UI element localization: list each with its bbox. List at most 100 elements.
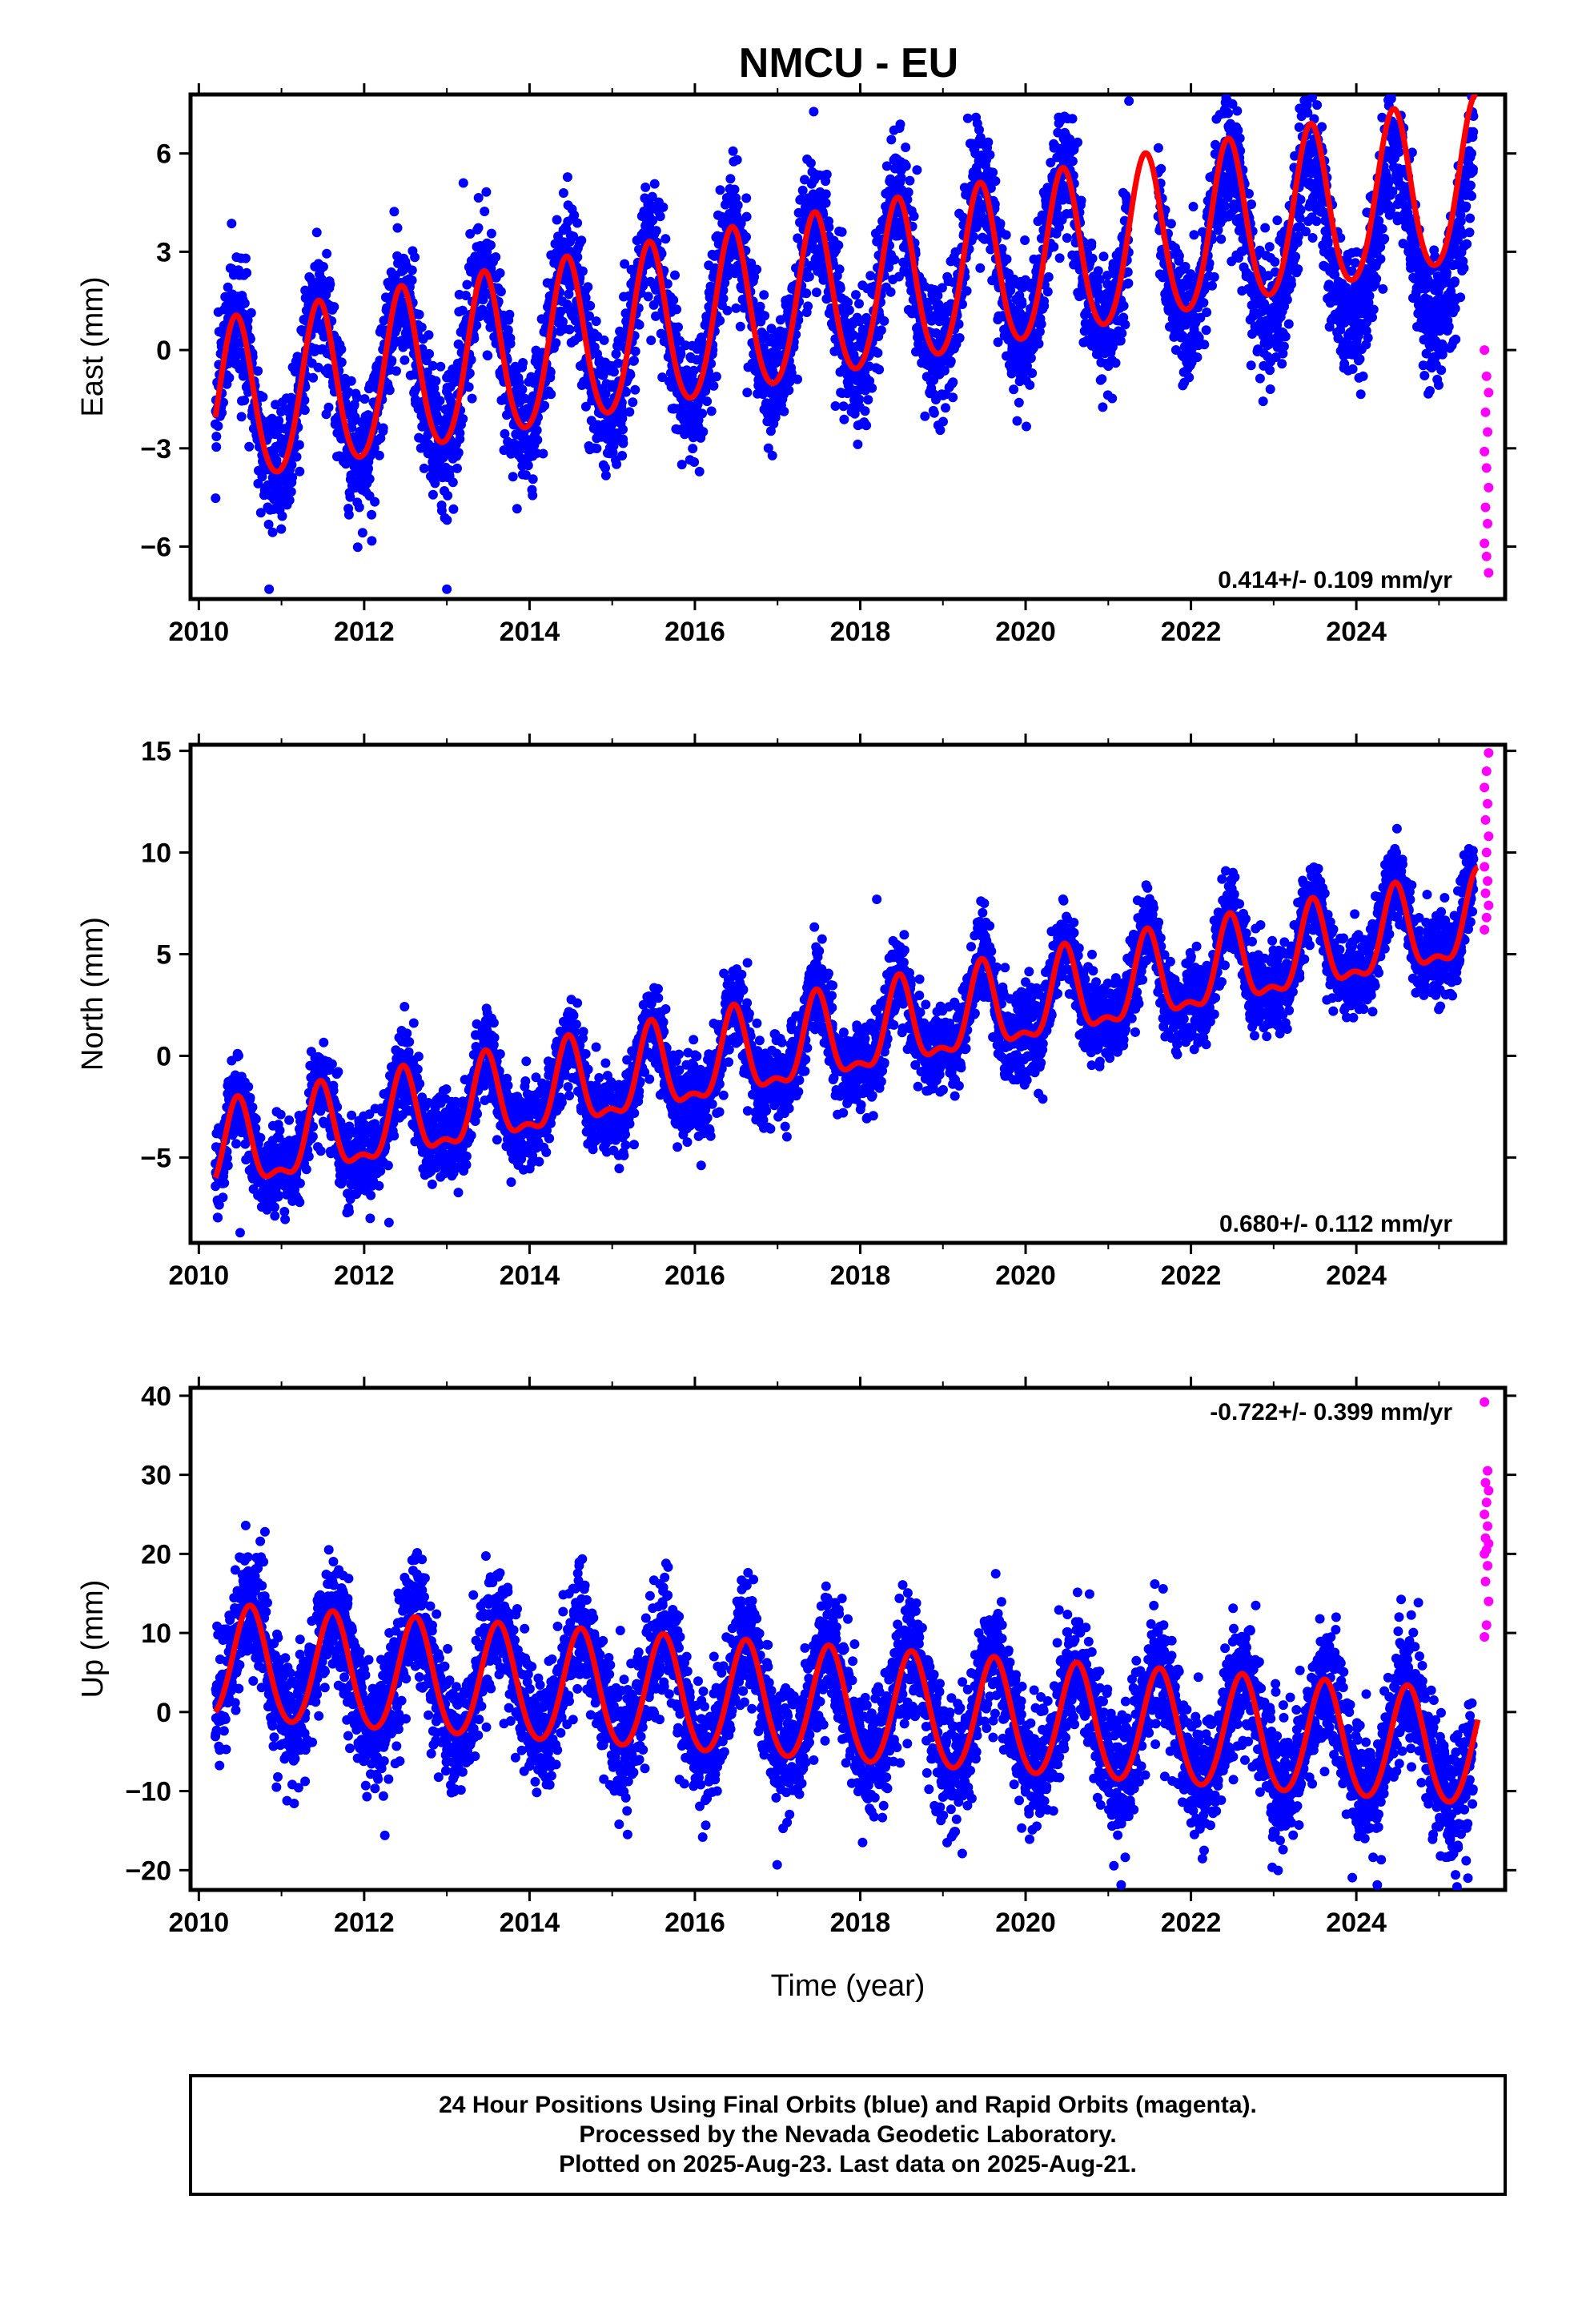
east-data-point: [676, 349, 686, 360]
east-data-point: [1042, 287, 1053, 297]
east-data-point: [1093, 266, 1103, 276]
east-data-point: [901, 161, 911, 171]
east-data-point: [767, 450, 777, 460]
east-data-point: [1311, 216, 1322, 227]
east-data-point: [512, 504, 522, 514]
east-data-point: [495, 268, 505, 278]
east-data-point: [1235, 133, 1245, 143]
east-data-point: [258, 392, 268, 402]
east-data-point: [363, 464, 373, 474]
east-data-point: [1062, 233, 1072, 243]
east-data-point: [236, 412, 247, 422]
east-data-point: [893, 271, 904, 282]
east-data-point: [1087, 253, 1098, 263]
east-data-point: [1120, 320, 1130, 330]
east-data-point: [591, 316, 601, 327]
east-data-point: [741, 231, 751, 242]
east-data-point: [211, 432, 222, 441]
east-data-point: [630, 384, 640, 395]
east-data-point: [630, 346, 640, 356]
east-data-point: [997, 243, 1007, 254]
east-data-point: [1199, 340, 1210, 350]
east-data-point: [564, 289, 574, 300]
east-data-point: [479, 287, 489, 296]
east-data-point: [805, 158, 816, 168]
east-data-point: [211, 493, 221, 504]
east-data-point: [765, 426, 776, 436]
east-data-point: [834, 264, 845, 275]
east-data-point: [905, 175, 915, 186]
east-data-point: [287, 460, 297, 470]
east-data-point: [1188, 202, 1199, 211]
east-data-point: [505, 339, 516, 349]
east-data-point: [1067, 114, 1078, 124]
east-data-point: [706, 359, 717, 369]
east-data-point: [1223, 108, 1233, 119]
east-data-point: [618, 438, 628, 448]
east-data-point: [1043, 271, 1054, 282]
east-data-point: [464, 382, 474, 392]
east-data-point: [830, 401, 841, 411]
east-data-point: [1323, 236, 1333, 247]
east-data-point: [483, 351, 493, 361]
east-data-point: [793, 374, 802, 384]
east-data-point: [308, 372, 319, 383]
east-data-point: [672, 304, 682, 315]
east-data-point: [577, 266, 588, 276]
east-data-point: [1291, 251, 1301, 262]
east-data-point: [1094, 294, 1104, 304]
east-data-point: [929, 408, 939, 418]
east-data-point: [239, 298, 250, 308]
east-data-point: [367, 536, 377, 546]
east-data-point: [242, 267, 252, 278]
east-data-point: [741, 193, 752, 203]
east-data-point: [677, 460, 687, 470]
east-data-point: [345, 492, 355, 502]
east-data-point: [351, 392, 362, 403]
east-data-point: [410, 252, 420, 263]
east-data-point: [938, 416, 948, 427]
east-data-point: [648, 215, 658, 226]
east-data-point: [1174, 251, 1184, 261]
east-data-point: [491, 252, 501, 262]
east-data-point: [709, 380, 719, 391]
east-data-point: [528, 474, 538, 485]
east-data-point: [611, 349, 621, 359]
east-data-point: [801, 288, 812, 299]
east-data-point: [618, 424, 628, 435]
east-data-point: [617, 451, 628, 460]
east-data-point: [854, 394, 865, 404]
east-data-point: [532, 425, 542, 436]
east-data-point: [698, 427, 709, 437]
east-data-point: [837, 227, 847, 237]
east-data-point: [629, 356, 639, 366]
east-data-point: [294, 440, 304, 450]
east-data-point: [370, 497, 380, 507]
east-data-point: [995, 219, 1006, 229]
east-data-point: [722, 305, 733, 316]
east-data-point: [499, 445, 509, 456]
east-data-point: [1295, 205, 1306, 215]
east-data-point: [909, 211, 919, 221]
east-data-point: [558, 188, 568, 198]
east-data-point: [844, 305, 854, 316]
east-data-point: [424, 330, 434, 340]
east-data-point: [480, 207, 490, 216]
east-data-point: [873, 348, 883, 358]
east-data-point: [803, 301, 813, 312]
east-data-point: [853, 439, 863, 449]
east-data-point: [651, 311, 661, 321]
east-data-point: [939, 309, 950, 320]
east-data-point: [572, 252, 583, 262]
east-data-point: [1073, 137, 1082, 147]
east-data-point: [496, 287, 506, 297]
east-data-point: [749, 271, 760, 282]
east-data-point: [933, 291, 943, 301]
east-data-point: [518, 358, 528, 368]
east-data-point: [821, 198, 831, 208]
east-data-point: [580, 401, 591, 412]
east-data-point: [584, 311, 594, 321]
east-data-point: [431, 376, 441, 386]
east-data-point: [419, 463, 429, 473]
east-data-point: [458, 414, 468, 424]
